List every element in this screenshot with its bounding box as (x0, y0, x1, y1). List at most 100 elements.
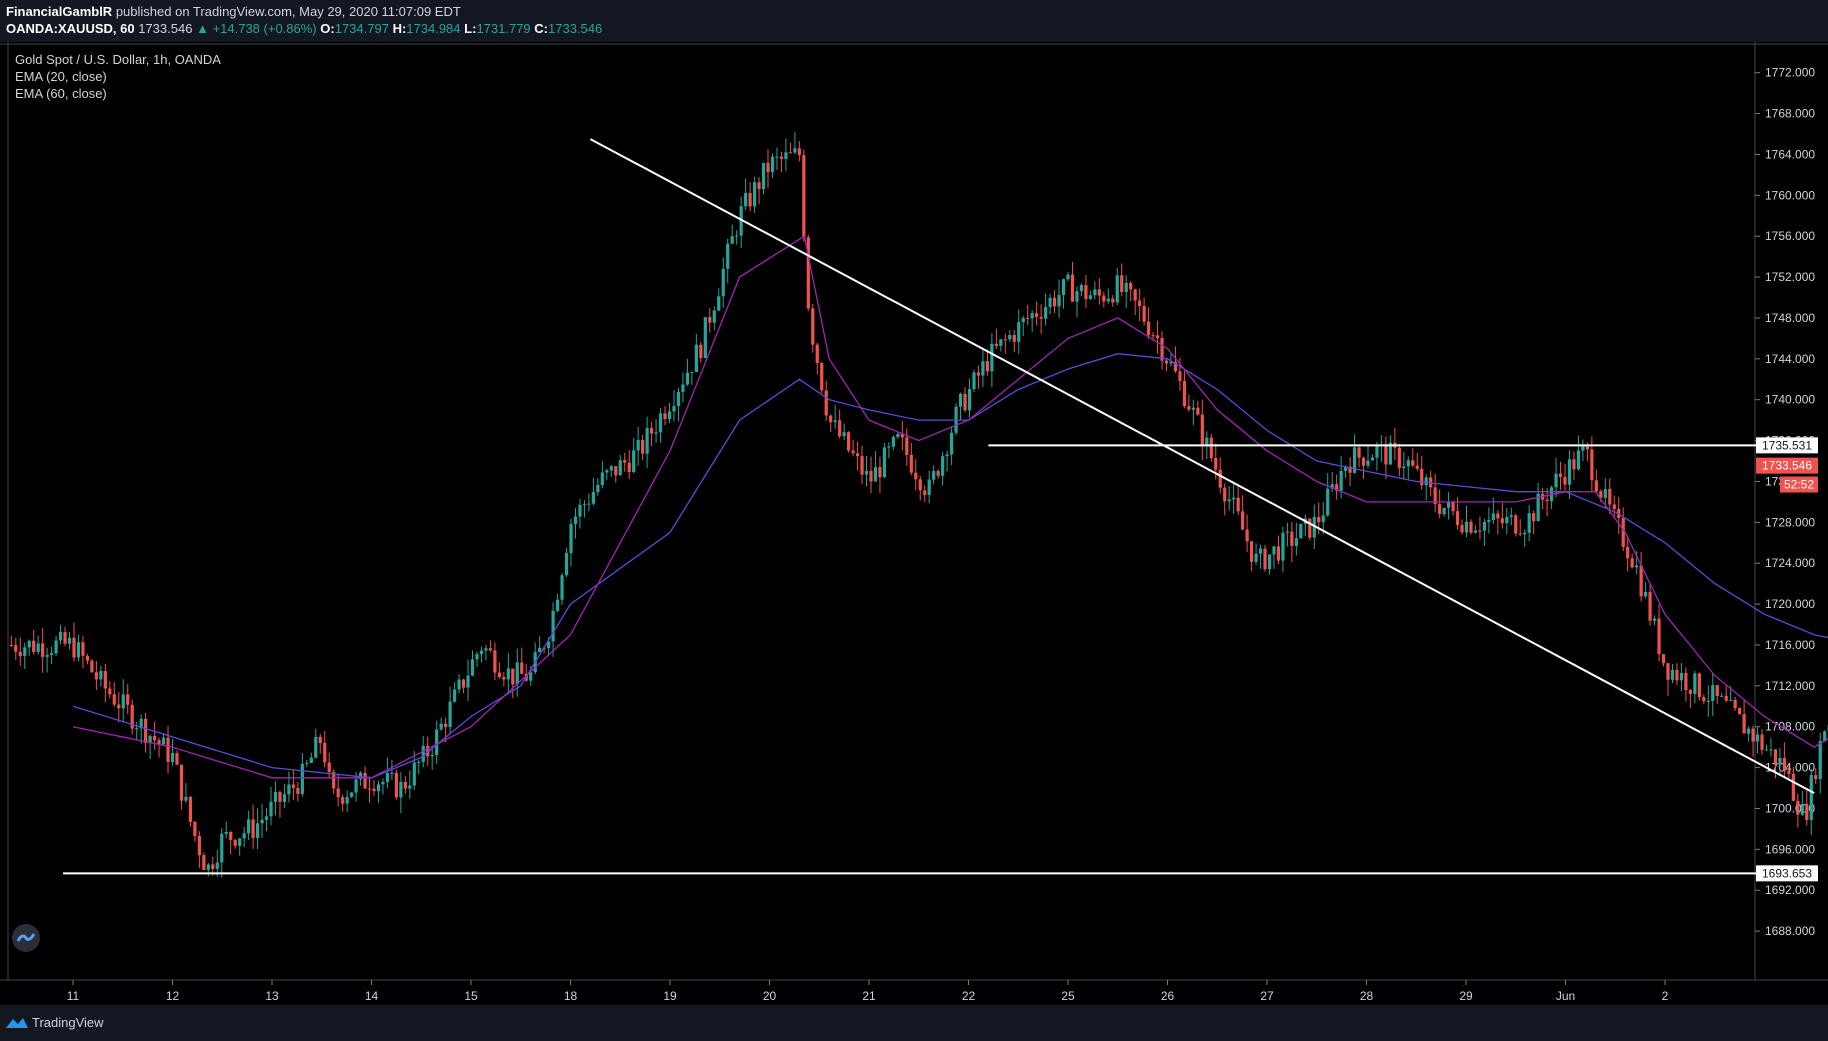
candle (649, 428, 654, 434)
candle (9, 644, 13, 646)
candle (1397, 447, 1401, 469)
candle (1093, 289, 1097, 296)
symbol[interactable]: OANDA:XAUUSD, 60 (6, 21, 135, 36)
tradingview-watermark-icon[interactable] (12, 924, 40, 952)
candle (1142, 306, 1146, 322)
candle (1675, 670, 1679, 681)
candle (1446, 501, 1451, 508)
candle (654, 432, 658, 434)
candle (757, 182, 761, 190)
candle (1469, 521, 1473, 533)
candle (1585, 445, 1589, 450)
candle (1218, 469, 1222, 488)
candle (1809, 775, 1813, 820)
candle (1236, 497, 1240, 512)
candle (999, 339, 1003, 346)
candle (761, 162, 766, 190)
candle (1460, 525, 1464, 533)
candle (1263, 548, 1267, 570)
candle (918, 479, 922, 491)
candle (1769, 749, 1773, 751)
candle (1800, 804, 1804, 815)
candle (144, 718, 148, 743)
candle (412, 762, 416, 786)
candle (1111, 298, 1115, 303)
candle (1554, 473, 1558, 488)
candle (1724, 695, 1728, 701)
candle (175, 753, 179, 765)
candle (949, 432, 954, 455)
tradingview-logo-icon[interactable] (6, 1016, 28, 1030)
candle (627, 462, 631, 473)
candle (1151, 335, 1155, 337)
candle (1487, 519, 1491, 522)
candle (1048, 297, 1052, 308)
trendline[interactable] (589, 138, 1815, 795)
candle (744, 193, 748, 207)
candle (1276, 546, 1281, 561)
legend-ema60[interactable]: EMA (60, close) (15, 86, 107, 101)
candle (1348, 466, 1352, 473)
y-tick-label: 1768.000 (1765, 107, 1815, 121)
candle (493, 650, 497, 673)
candle (179, 764, 184, 801)
candle (873, 467, 878, 482)
price-axis[interactable] (1755, 42, 1828, 980)
candle (161, 737, 166, 745)
candle (367, 788, 372, 790)
candle (1070, 274, 1075, 302)
candle (1572, 459, 1576, 470)
candle (1599, 491, 1603, 498)
legend-ema20[interactable]: EMA (20, close) (15, 69, 107, 84)
author-name[interactable]: FinancialGamblR (6, 4, 113, 19)
candle (1155, 335, 1160, 339)
candle (1039, 316, 1043, 319)
candle (1294, 538, 1298, 546)
candle (882, 447, 887, 478)
candle (1164, 360, 1169, 364)
candle (430, 755, 434, 757)
x-tick-label: 2 (1662, 989, 1669, 1003)
price-chart[interactable]: 1772.000 1768.000 1764.000 1760.000 1756.000… (0, 42, 1828, 1005)
candle (1581, 445, 1585, 451)
candle (341, 797, 345, 804)
candle (1679, 672, 1684, 681)
candle (909, 454, 913, 473)
candle (130, 704, 134, 729)
candle (1621, 517, 1625, 547)
candle (632, 450, 636, 473)
x-tick-label: 21 (862, 989, 876, 1003)
candle (932, 471, 936, 480)
candle (1352, 447, 1357, 473)
candle (417, 761, 421, 763)
candle (1455, 511, 1460, 526)
candle (1782, 758, 1786, 772)
candle (1661, 654, 1666, 664)
x-tick-label: 28 (1360, 989, 1374, 1003)
candle (1272, 546, 1276, 555)
candle (242, 833, 246, 839)
candle (1532, 513, 1536, 522)
ema60-line[interactable] (72, 353, 1828, 779)
candle (914, 472, 918, 480)
candle (1361, 457, 1366, 466)
candle (775, 156, 779, 158)
candle (1773, 749, 1778, 765)
candle (497, 672, 501, 678)
candle (860, 456, 864, 475)
candle (188, 796, 193, 822)
candle (1120, 275, 1124, 293)
change: +14.738 (+0.86%) (212, 21, 317, 36)
candle (1375, 446, 1379, 458)
brand-name[interactable]: TradingView (32, 1015, 104, 1030)
open-label: O: (320, 21, 335, 36)
candle (1420, 468, 1424, 486)
candle (457, 679, 461, 690)
candle (891, 436, 895, 447)
candle (112, 694, 116, 705)
ema20-line[interactable] (72, 235, 1828, 779)
candle (847, 432, 851, 451)
candle (1518, 533, 1522, 535)
candle (779, 156, 784, 159)
candle (1088, 295, 1092, 299)
